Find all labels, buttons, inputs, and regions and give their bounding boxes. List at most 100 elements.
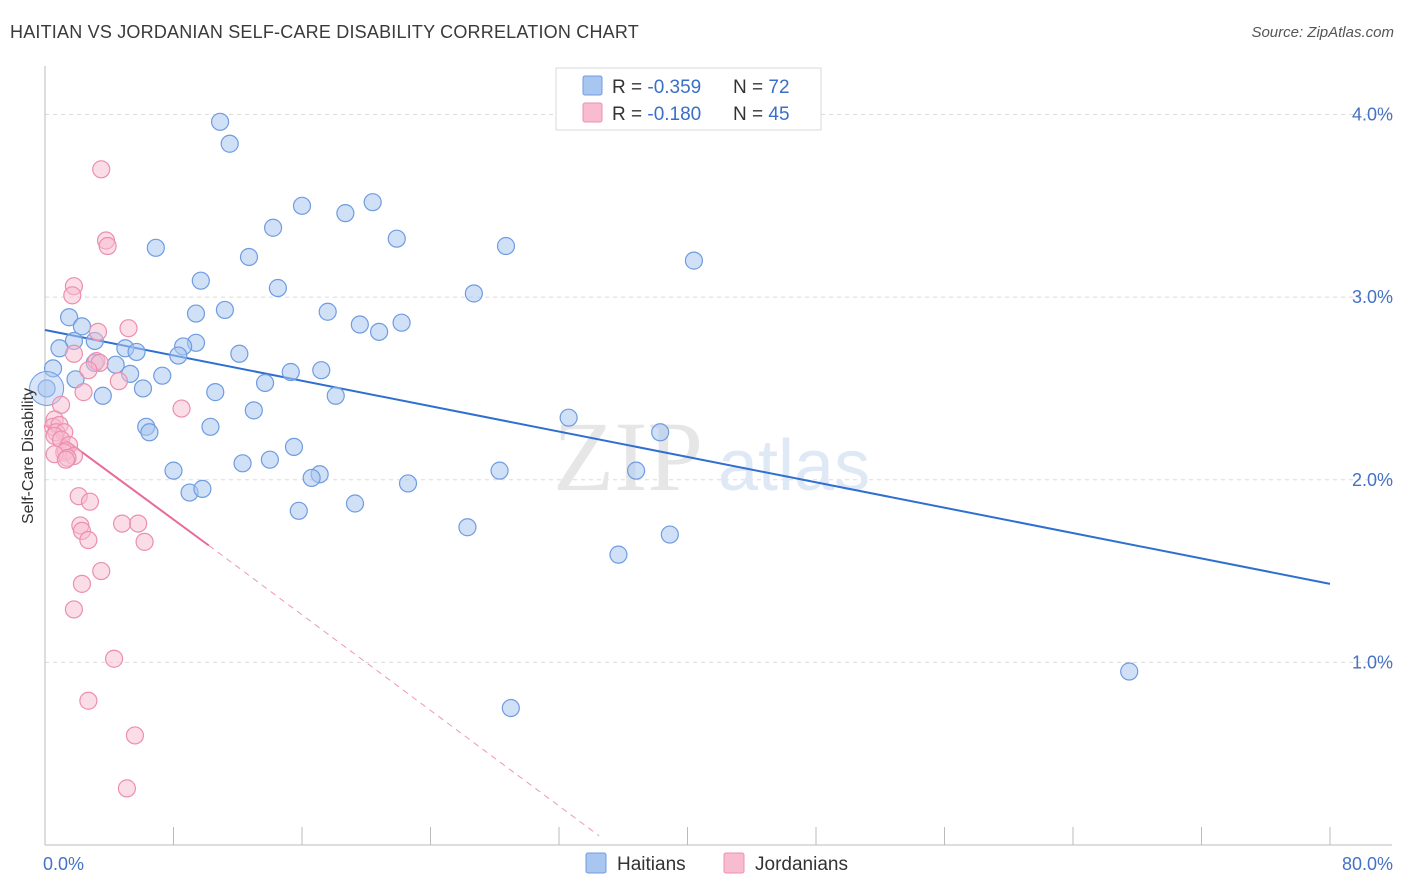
data-point-jordanians [104,649,124,668]
data-point-haitians [392,313,411,332]
axes [44,66,1392,846]
source-label: Source: ZipAtlas.com [1251,24,1394,41]
data-point-haitians [169,346,188,365]
bottom-legend-label-haitians: Haitians [617,854,686,875]
bottom-legend-swatch-haitians [585,852,607,874]
legend-swatch-jordanians [582,102,603,123]
data-point-jordanians [74,383,93,402]
data-point-haitians [164,461,183,480]
data-point-haitians [66,370,85,389]
trendline-jordanians [44,424,600,837]
data-point-haitians [312,361,331,380]
watermark-atlas: atlas [718,426,870,506]
data-point-haitians [153,366,172,385]
data-point-haitians [326,386,345,405]
y-tick-label: 4.0% [1352,105,1393,125]
bottom-legend: Haitians Jordanians [585,852,848,875]
data-point-haitians [318,302,337,321]
data-point-haitians [255,373,275,393]
data-point-haitians [239,247,259,267]
data-point-haitians [496,236,516,256]
data-point-haitians [186,304,206,323]
trendline-haitians [44,329,1331,585]
data-point-haitians [220,134,239,153]
data-point-jordanians [117,779,137,798]
data-point-jordanians [64,600,84,619]
data-point-haitians [464,284,483,303]
data-point-haitians [387,229,406,248]
data-point-haitians [370,322,389,341]
data-point-jordanians [109,372,128,391]
data-point-haitians [206,383,225,402]
legend-r-value-jordanians: -0.180 [647,104,701,125]
data-point-jordanians [79,530,98,550]
y-axis-label: Self-Care Disability [20,388,37,524]
data-point-haitians [1120,662,1139,681]
data-point-haitians [140,423,159,442]
data-point-haitians [244,401,263,420]
data-point-jordanians [92,561,111,581]
bottom-legend-swatch-jordanians [723,852,745,874]
data-point-jordanians [56,450,75,469]
data-point-haitians [268,278,288,298]
data-point-jordanians [129,514,148,533]
y-tick-label: 3.0% [1352,287,1393,307]
data-point-haitians [146,238,165,257]
data-point-haitians [59,308,79,327]
data-point-haitians [651,423,670,442]
legend-r-label-haitians: R = [612,77,647,98]
x-tick-label: 80.0% [1342,854,1393,874]
bottom-legend-label-jordanians: Jordanians [755,854,848,875]
data-point-haitians [458,518,477,537]
data-point-haitians [210,112,230,131]
data-point-haitians [29,370,65,406]
data-point-haitians [93,386,112,405]
data-point-haitians [230,344,249,363]
data-point-haitians [193,479,212,498]
data-point-jordanians [112,514,132,533]
x-tick-labels: 0.0% 80.0% [43,854,1393,874]
watermark-zip: ZIP [553,401,703,512]
legend-n-value-haitians: 72 [768,77,789,98]
legend-n-label-haitians: N = [733,77,768,98]
legend-r-value-haitians: -0.359 [647,77,701,98]
y-tick-label: 1.0% [1352,652,1393,672]
data-point-haitians [626,461,646,480]
data-point-haitians [490,461,509,480]
data-point-jordanians [119,319,138,338]
data-point-haitians [501,698,520,718]
data-point-haitians [281,362,300,382]
data-point-haitians [684,251,704,270]
x-tick-label: 0.0% [43,854,84,874]
data-point-haitians [336,204,355,223]
data-point-haitians [263,218,283,237]
legend-n-label-jordanians: N = [733,104,768,125]
data-point-jordanians [88,322,108,341]
data-point-jordanians [63,286,82,305]
data-point-haitians [398,474,418,493]
data-point-haitians [363,193,382,212]
data-point-jordanians [135,532,154,551]
data-point-haitians [284,437,304,456]
data-point-haitians [215,300,234,320]
trendline-haitians-line [44,329,1331,585]
series-jordanians [43,160,191,798]
svg-text:N = 72: N = 72 [733,77,790,98]
svg-text:R = -0.359: R = -0.359 [612,77,701,98]
trendline-jordanians-extension [208,545,600,837]
data-point-haitians [191,271,210,290]
data-point-jordanians [64,344,84,363]
data-point-haitians [289,501,308,520]
legend-r-label-jordanians: R = [612,104,647,125]
data-point-haitians [660,525,679,544]
data-point-haitians [127,342,146,362]
data-point-haitians [559,408,578,427]
data-point-jordanians [72,574,92,593]
legend-swatch-haitians [582,75,603,96]
legend-n-value-jordanians: 45 [768,104,789,125]
data-point-haitians [345,494,365,513]
watermark: ZIP atlas [553,401,870,512]
data-point-jordanians [125,726,145,745]
data-point-haitians [260,450,279,469]
svg-text:N = 45: N = 45 [733,104,790,125]
